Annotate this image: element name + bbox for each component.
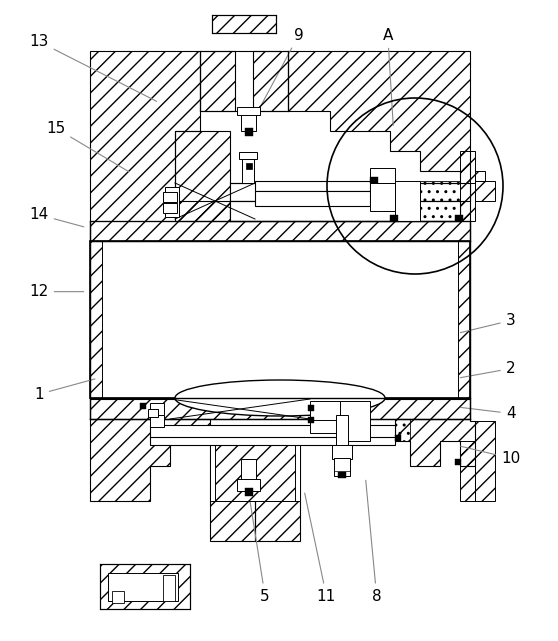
Bar (163, 192, 177, 202)
Text: 1: 1 (34, 379, 95, 402)
Text: 15: 15 (46, 121, 129, 172)
Bar (455, 459, 461, 465)
Text: 8: 8 (365, 480, 382, 604)
Bar (239, 152, 257, 159)
Bar (237, 107, 260, 115)
Text: 13: 13 (30, 34, 157, 101)
Bar (163, 203, 177, 213)
Bar (241, 111, 256, 131)
Text: A: A (383, 28, 393, 126)
Text: 11: 11 (305, 493, 336, 604)
Bar (165, 187, 179, 217)
Bar (150, 403, 164, 415)
Bar (210, 441, 255, 541)
Bar (338, 472, 346, 478)
Bar (475, 421, 495, 501)
Bar (100, 564, 190, 609)
Bar (241, 459, 256, 481)
Bar (395, 181, 420, 221)
Bar (90, 399, 470, 419)
Text: 9: 9 (247, 28, 304, 132)
Bar (245, 128, 253, 136)
Bar (175, 131, 230, 221)
Bar (370, 177, 378, 183)
Bar (242, 155, 254, 183)
Bar (370, 168, 395, 183)
Bar (460, 151, 475, 183)
Bar (108, 573, 178, 601)
Ellipse shape (175, 380, 385, 416)
Bar (475, 171, 485, 181)
Bar (390, 215, 398, 221)
Bar (150, 425, 395, 438)
Bar (112, 591, 124, 603)
Bar (212, 15, 276, 33)
Text: 5: 5 (249, 493, 270, 604)
Bar (308, 405, 314, 411)
Bar (150, 415, 164, 427)
Bar (460, 183, 475, 221)
Text: 4: 4 (460, 406, 516, 421)
Bar (475, 181, 495, 201)
Bar (210, 441, 300, 501)
Bar (200, 51, 235, 111)
Bar (253, 51, 288, 111)
Bar (370, 183, 395, 211)
Bar (90, 221, 470, 241)
Bar (90, 241, 102, 398)
Bar (310, 401, 340, 421)
Bar (334, 458, 350, 476)
Text: 10: 10 (460, 446, 520, 466)
Bar (395, 435, 401, 441)
Text: 2: 2 (460, 361, 516, 378)
Bar (90, 241, 470, 398)
Bar (310, 420, 340, 433)
Bar (340, 401, 370, 441)
Text: 14: 14 (30, 207, 84, 227)
Bar (215, 441, 295, 501)
Bar (140, 403, 146, 409)
Bar (460, 441, 475, 501)
Bar (255, 191, 370, 206)
Bar (246, 163, 252, 169)
Bar (255, 181, 370, 191)
Text: 3: 3 (460, 313, 516, 333)
Bar (237, 479, 260, 491)
Bar (255, 441, 300, 541)
Bar (230, 201, 460, 221)
Bar (455, 215, 463, 221)
Bar (336, 415, 348, 445)
Bar (163, 575, 175, 601)
Bar (308, 417, 314, 423)
Bar (230, 183, 470, 201)
Bar (245, 488, 253, 496)
Bar (332, 445, 352, 459)
Bar (458, 241, 470, 398)
Bar (148, 409, 158, 417)
Bar (150, 437, 395, 445)
Text: 12: 12 (30, 284, 84, 299)
